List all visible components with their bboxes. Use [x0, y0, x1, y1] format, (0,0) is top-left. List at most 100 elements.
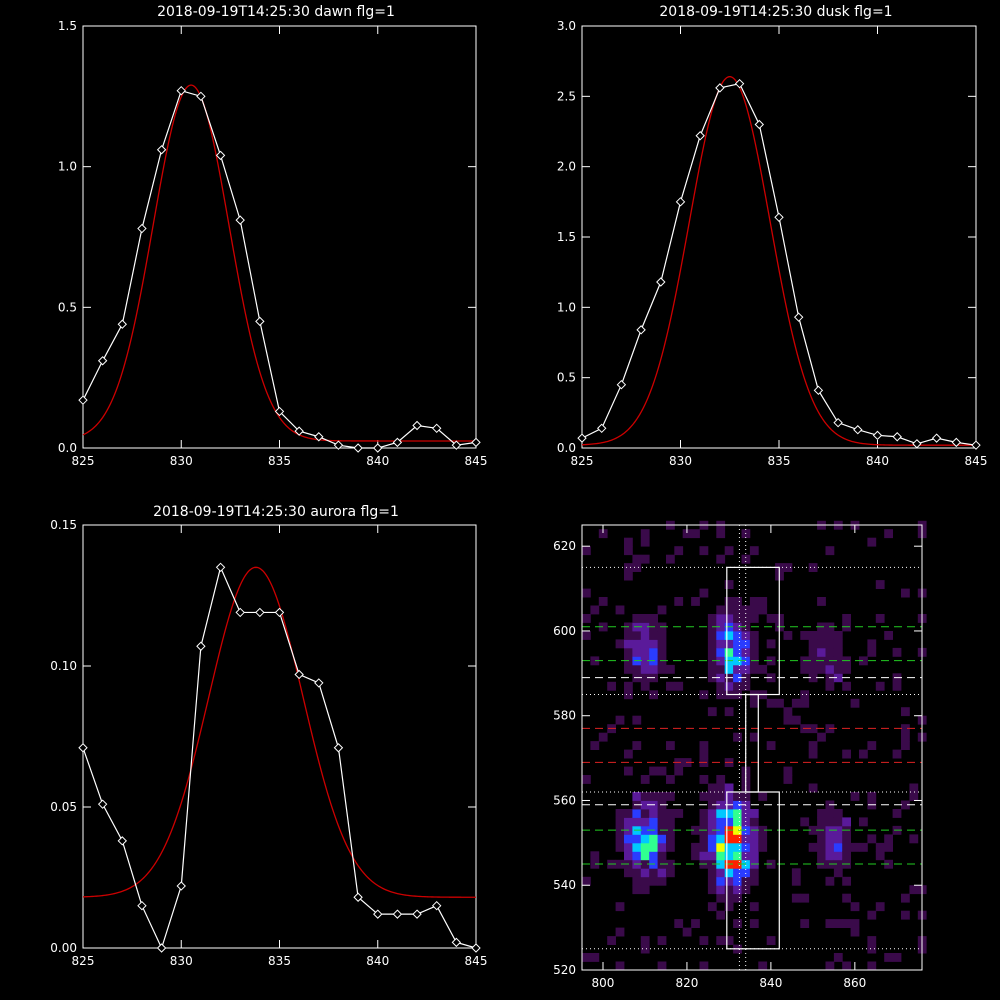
heatmap-pixel — [590, 953, 600, 962]
heatmap-pixel — [691, 597, 700, 606]
heatmap-pixel — [842, 681, 851, 691]
data-point-marker — [156, 943, 167, 953]
heatmap-pixel — [800, 690, 810, 700]
heatmap-pixel — [733, 817, 742, 827]
heatmap-pixel — [791, 698, 801, 708]
heatmap-pixel — [615, 809, 625, 818]
heatmap-pixel — [598, 529, 608, 539]
data-point-marker — [872, 430, 883, 441]
heatmap-pixel — [657, 842, 667, 852]
y-tick-label: 1.0 — [557, 300, 576, 314]
heatmap-pixel — [842, 614, 851, 623]
heatmap-pixel — [590, 605, 600, 615]
heatmap-pixel — [791, 868, 801, 878]
heatmap-pixel — [674, 597, 684, 606]
x-tick-label: 840 — [366, 954, 389, 968]
data-point-marker — [971, 440, 981, 450]
heatmap-pixel — [741, 842, 751, 852]
data-point-marker — [813, 385, 824, 396]
heatmap-pixel — [716, 664, 726, 674]
heatmap-pixel — [615, 927, 625, 937]
heatmap-pixel — [640, 809, 650, 818]
heatmap-pixel — [632, 809, 642, 818]
heatmap-pixel — [749, 639, 759, 649]
heatmap-pixel — [741, 851, 751, 861]
x-tick-label: 840 — [866, 454, 889, 468]
heatmap-pixel — [716, 851, 726, 861]
heatmap-pixel — [867, 792, 877, 801]
heatmap-pixel — [741, 614, 751, 623]
heatmap-pixel — [716, 868, 726, 878]
heatmap-pixel — [657, 639, 667, 649]
heatmap-pixel — [825, 664, 835, 674]
heatmap-pixel — [842, 749, 851, 759]
heatmap-pixel — [640, 647, 650, 657]
heatmap-pixel — [716, 893, 726, 903]
heatmap-pixel — [833, 953, 843, 962]
y-tick-label: 540 — [553, 878, 576, 892]
heatmap-pixel — [640, 656, 650, 666]
heatmap-pixel — [791, 876, 801, 886]
heatmap-pixel — [901, 741, 910, 750]
heatmap-pixel — [615, 842, 625, 852]
data-point-marker — [715, 83, 725, 93]
heatmap-pixel — [850, 902, 860, 912]
data-point-marker — [78, 743, 88, 753]
heatmap-pixel — [892, 749, 902, 759]
data-point-marker — [137, 900, 147, 911]
heatmap-pixel — [707, 792, 717, 801]
x-tick-label: 830 — [170, 954, 193, 968]
heatmap-pixel — [582, 546, 591, 556]
aurora-fit-curve — [82, 566, 476, 898]
heatmap-pixel — [699, 842, 709, 852]
data-point-marker — [176, 881, 186, 891]
heatmap-pixel — [657, 876, 667, 886]
data-point-marker — [695, 131, 705, 141]
heatmap-pixel — [649, 766, 658, 776]
heatmap-pixel — [582, 588, 591, 598]
heatmap-pixel — [624, 868, 633, 878]
heatmap-pixel — [624, 681, 633, 691]
heatmap-pixel — [775, 698, 784, 708]
heatmap-pixel — [733, 800, 742, 810]
heatmap-pixel — [833, 809, 843, 818]
y-tick-label: 2.5 — [557, 89, 576, 103]
heatmap-pixel — [800, 919, 810, 928]
heatmap-pixel — [741, 868, 751, 878]
heatmap-pixel — [884, 842, 893, 852]
heatmap-pixel — [649, 631, 658, 640]
y-tick-label: 560 — [553, 793, 576, 807]
heatmap-pixel — [724, 817, 734, 827]
heatmap-pixel — [859, 749, 868, 759]
x-tick-label: 825 — [72, 454, 95, 468]
heatmap-pixel — [699, 961, 709, 971]
heatmap-pixel — [699, 588, 709, 598]
heatmap-pixel — [707, 614, 717, 623]
heatmap-pixel — [733, 639, 742, 649]
x-tick-label: 825 — [571, 454, 594, 468]
heatmap-pixel — [800, 817, 810, 827]
heatmap-pixel — [649, 834, 658, 844]
y-tick-label: 0.15 — [50, 518, 77, 532]
heatmap-pixel — [749, 876, 759, 886]
heatmap-pixel — [867, 936, 877, 945]
heatmap-pixel — [615, 639, 625, 649]
data-point-marker — [314, 678, 324, 688]
heatmap-pixel — [867, 647, 877, 657]
heatmap-pixel — [666, 825, 675, 835]
heatmap-pixel — [825, 851, 835, 861]
heatmap-pixel — [749, 614, 759, 623]
heatmap-pixel — [825, 809, 835, 818]
heatmap-pixel — [716, 529, 726, 539]
heatmap-pixel — [724, 614, 734, 623]
heatmap-pixel — [615, 605, 625, 615]
heatmap-pixel — [825, 647, 835, 657]
heatmap-pixel — [716, 834, 726, 844]
heatmap-pixel — [724, 639, 734, 649]
heatmap-pixel — [833, 639, 843, 649]
heatmap-pixel — [867, 834, 877, 844]
heatmap-pixel — [724, 597, 734, 606]
aurora-spectrum-panel: 2018-09-19T14:25:30 aurora flg=1 825 830 8… — [50, 504, 487, 968]
heatmap-pixel — [825, 961, 835, 971]
heatmap-pixel — [749, 851, 759, 861]
